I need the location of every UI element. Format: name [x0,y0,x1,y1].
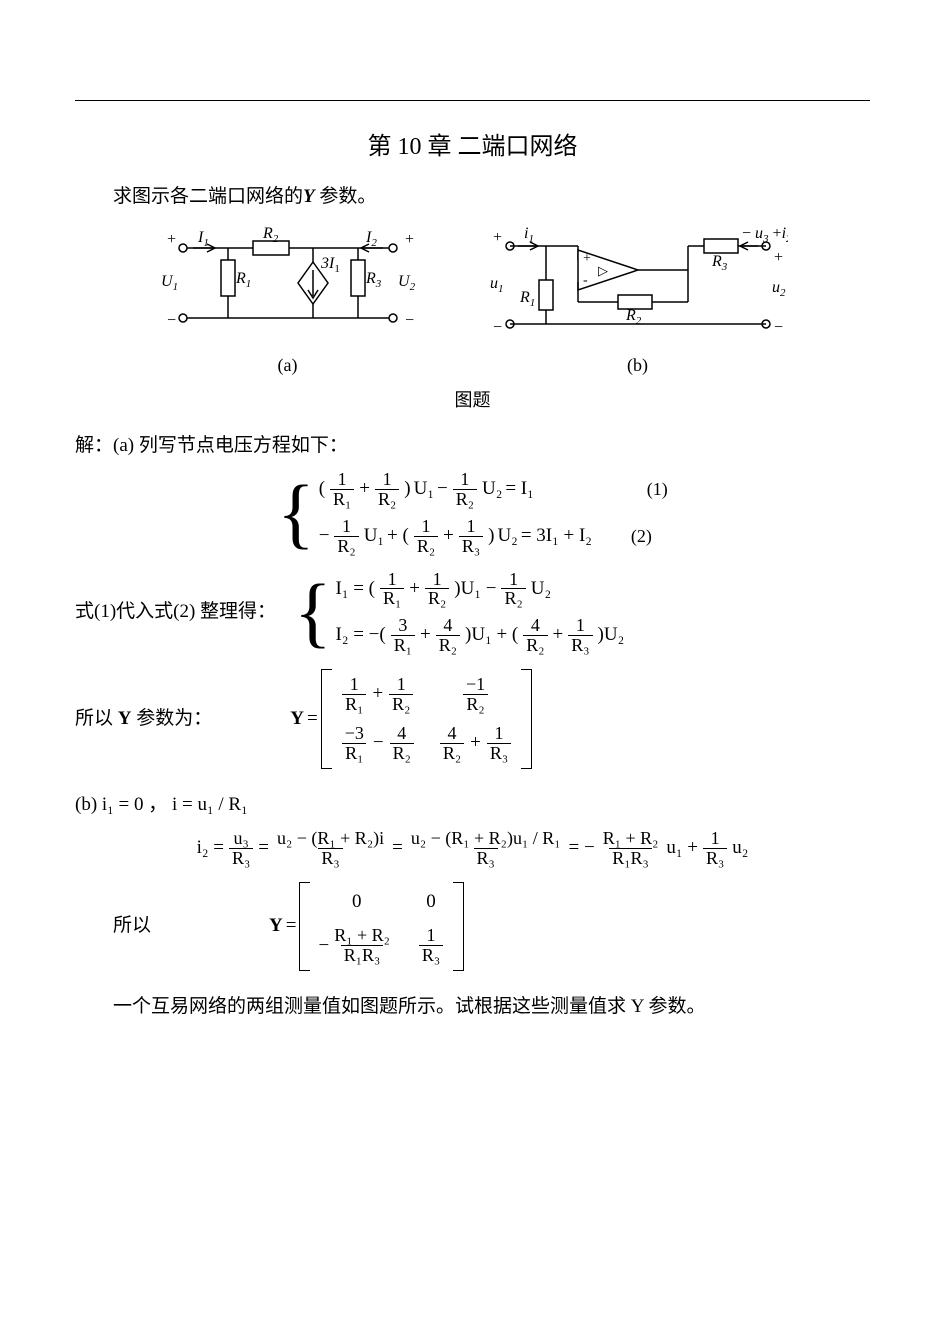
figure-a: + − + − I1 I2 U1 U2 R1 R2 R3 3I1 (a) [158,220,418,379]
circuit-a-svg: + − + − I1 I2 U1 U2 R1 R2 R3 3I1 [158,220,418,350]
svg-text:R3: R3 [711,253,728,273]
svg-text:U2: U2 [398,273,416,293]
circuit-b-svg: + − + − i1 − u3 +i2 u1 u2 R1 R2 R3 + - ▷ [488,220,788,350]
svg-text:− u3 +i2: − u3 +i2 [742,225,788,246]
svg-text:+: + [583,251,591,266]
top-rule [75,100,870,101]
substitution-row: 式(1)代入式(2) 整理得： { I₁ = ( 1R₁ + 1R₂ )U₁ −… [75,570,870,656]
svg-text:R1: R1 [235,270,251,290]
y-matrix-a-row: 所以 Y 参数为： Y = 1R₁ + 1R₂ −1R₂ −3R₁ [75,669,870,769]
equation-1: ( 1R₁ + 1R₂ ) U₁ − 1R₂ U₂ = I₁ (1) [319,470,668,509]
problem-prompt: 求图示各二端口网络的Y 参数。 [75,183,870,212]
fig-a-label: (a) [278,352,298,379]
figure-b: + − + − i1 − u3 +i2 u1 u2 R1 R2 R3 + - ▷… [488,220,788,379]
y-lead-a: 所以 Y 参数为： [75,705,230,734]
figures-row: + − + − I1 I2 U1 U2 R1 R2 R3 3I1 (a) [75,220,870,379]
y-matrix-b: 0 0 − R₁ + R₂R₁R₃ 1R₃ [299,882,464,971]
equation-I1: I₁ = ( 1R₁ + 1R₂ )U₁ − 1R₂ U₂ [336,570,625,609]
svg-text:−: − [166,312,177,329]
svg-text:i1: i1 [524,225,534,245]
svg-text:-: - [583,273,588,288]
final-problem-text: 一个互易网络的两组测量值如图题所示。试根据这些测量值求 Y 参数。 [75,993,870,1022]
svg-text:R1: R1 [519,289,535,309]
svg-text:U1: U1 [161,273,178,293]
so-lead: 所以 [75,912,169,941]
svg-text:+: + [493,229,502,246]
i2-derivation: i₂ = u₃R₃ = u₂ − (R₁ + R₂)iR₃ = u₂ − (R₁… [75,829,870,868]
svg-text:+: + [404,231,415,248]
solution-b-heading: (b) i₁ = 0 ， i = u₁ / R₁ [75,791,870,820]
svg-text:+: + [166,231,177,248]
svg-text:−: − [404,312,415,329]
prompt-post: 参数。 [315,186,377,207]
solution-a-heading: 解：(a) 列写节点电压方程如下： [75,432,870,461]
brace-icon: { [294,570,335,656]
svg-text:3I1: 3I1 [320,255,340,275]
brace-icon: { [277,470,318,556]
svg-text:−: − [493,319,502,336]
eqnum-1: (1) [647,476,668,503]
y-matrix-a: 1R₁ + 1R₂ −1R₂ −3R₁ − 4R₂ 4R₂ + [321,669,532,769]
chapter-title: 第 10 章 二端口网络 [75,129,870,165]
equation-I2: I₂ = −( 3R₁ + 4R₂ )U₁ + ( 4R₂ + 1R₃ )U₂ [336,616,625,655]
y-symbol-b: Y [269,912,283,941]
svg-text:u2: u2 [772,279,786,299]
eqnum-2: (2) [631,523,652,550]
equation-2: − 1R₂ U₁ + ( 1R₂ + 1R₃ ) U₂ = 3I₁ + I₂ (… [319,517,668,556]
svg-text:−: − [774,319,783,336]
svg-text:▷: ▷ [598,263,608,278]
svg-text:I1: I1 [197,229,209,249]
svg-text:+: + [774,249,783,266]
y-symbol: Y [290,705,304,734]
prompt-Y: Y [303,186,315,207]
prompt-pre: 求图示各二端口网络的 [113,186,303,207]
sub-lead: 式(1)代入式(2) 整理得： [75,598,294,627]
node-equations: { ( 1R₁ + 1R₂ ) U₁ − 1R₂ U₂ = I₁ (1) − 1… [75,470,870,556]
svg-text:R3: R3 [365,270,382,290]
figure-caption: 图题 [75,387,870,414]
y-matrix-b-row: 所以 Y = 0 0 − R₁ + R₂R₁R₃ 1R₃ [75,882,870,971]
svg-text:u1: u1 [490,275,504,295]
svg-text:I2: I2 [365,229,377,249]
fig-b-label: (b) [627,352,648,379]
